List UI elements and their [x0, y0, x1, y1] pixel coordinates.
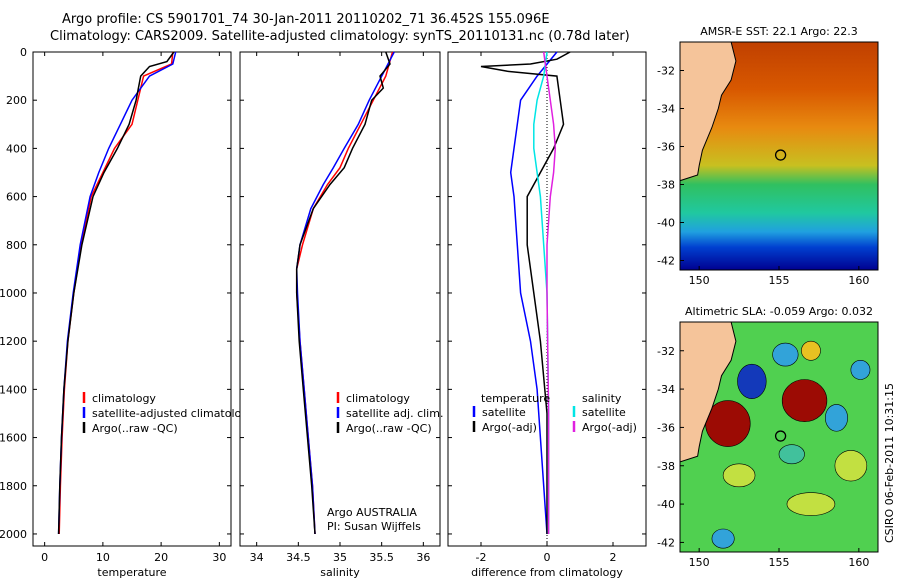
y-tick-label: -42 [657, 536, 675, 549]
y-tick-label: -36 [657, 141, 675, 154]
legend-label: Argo(..raw -QC) [92, 422, 178, 435]
y-tick-label: 600 [6, 191, 27, 204]
x-tick-label: 150 [689, 556, 710, 569]
y-tick-label: -34 [657, 103, 675, 116]
sla-anomaly-eddy [825, 404, 848, 432]
plot-frame [239, 51, 441, 547]
series-line-argo-raw-qc- [295, 51, 391, 535]
sla-anomaly-eddy [850, 360, 871, 380]
x-tick-label: 160 [848, 556, 869, 569]
sla-map-panel: 150 155 160 -32 -34 -36 -38 -40 -42 Altimetric SL… [657, 305, 879, 569]
x-axis-label: difference from climatology [471, 566, 623, 579]
legend-label: satellite [482, 406, 526, 419]
x-tick-label: 20 [154, 551, 168, 564]
legend-label: satellite [582, 406, 626, 419]
legend-label: climatology [346, 392, 410, 405]
legend-title-temperature: temperature [481, 392, 550, 405]
sla-anomaly-eddy [801, 340, 821, 361]
legend-title-salinity: salinity [582, 392, 622, 405]
y-tick-label: 1000 [0, 287, 27, 300]
sla-anomaly-eddy [772, 342, 799, 367]
plot-frame [32, 51, 232, 547]
map-title: Altimetric SLA: -0.059 Argo: 0.032 [685, 305, 873, 318]
x-tick-label: -2 [476, 551, 487, 564]
x-tick-label: 36 [416, 551, 430, 564]
sst-map-panel: 150 155 160 -32 -34 -36 -38 -40 -42 AMSR-E SST: 2… [657, 25, 879, 287]
y-tick-label: 1200 [0, 335, 27, 348]
y-tick-label: -36 [657, 421, 675, 434]
sla-anomaly-eddy [778, 444, 805, 465]
x-tick-label: 155 [769, 274, 790, 287]
x-tick-label: 30 [212, 551, 226, 564]
legend-label: Argo(-adj) [582, 421, 637, 434]
land-mass [680, 322, 737, 463]
y-tick-label: 800 [6, 239, 27, 252]
side-timestamp: CSIRO 06-Feb-2011 10:31:15 [883, 383, 896, 543]
y-tick-label: -32 [657, 345, 675, 358]
sla-anomaly-eddy [786, 492, 836, 516]
x-tick-label: 160 [848, 274, 869, 287]
legend-label: Argo(..raw -QC) [346, 422, 432, 435]
y-tick-label: -38 [657, 460, 675, 473]
legend-label: climatology [92, 392, 156, 405]
x-tick-label: 35.5 [369, 551, 394, 564]
y-tick-label: -40 [657, 498, 675, 511]
y-tick-label: -42 [657, 255, 675, 268]
argo-float-marker [774, 149, 787, 161]
series-line-salinity-argo-adj- [542, 51, 557, 534]
sla-anomaly-eddy [781, 379, 828, 422]
x-axis-label: salinity [320, 566, 360, 579]
series-line-satellite-adj-clim- [295, 51, 395, 535]
series-line-argo-raw-qc- [57, 51, 175, 535]
x-tick-label: 0 [544, 551, 551, 564]
y-tick-label: 200 [6, 94, 27, 107]
temperature-profile-panel: 0 10 20 30 0 200 400 600 800 1000 1200 1400 1600 1800… [0, 46, 255, 579]
argo-annotation: Argo AUSTRALIA [327, 506, 417, 519]
y-tick-label: 1800 [0, 480, 27, 493]
y-tick-label: -32 [657, 65, 675, 78]
legend-label: Argo(-adj) [482, 421, 537, 434]
legend-label: satellite-adjusted climatology [92, 407, 255, 420]
x-tick-label: 2 [610, 551, 617, 564]
sla-anomaly-eddy [722, 463, 756, 488]
x-tick-label: 155 [769, 556, 790, 569]
y-tick-label: 1600 [0, 432, 27, 445]
figure-title-line-1: Argo profile: CS 5901701_74 30-Jan-2011 … [62, 12, 550, 27]
y-tick-label: 1400 [0, 383, 27, 396]
y-tick-label: 2000 [0, 528, 27, 541]
map-content [680, 322, 878, 552]
argo-float-marker [774, 430, 787, 442]
x-tick-label: 34.5 [286, 551, 311, 564]
series-line-temperature-satellite [509, 51, 558, 535]
x-tick-label: 10 [96, 551, 110, 564]
map-content [680, 42, 878, 270]
x-axis-label: temperature [97, 566, 166, 579]
x-tick-label: 0 [41, 551, 48, 564]
x-tick-label: 34 [250, 551, 264, 564]
y-tick-label: -40 [657, 217, 675, 230]
sla-anomaly-eddy [737, 363, 767, 399]
legend-label: satellite adj. clim. [346, 407, 443, 420]
salinity-profile-panel: 34 34.5 35 35.5 36 salinity climatology satelli… [239, 51, 443, 579]
series-line-temperature-argo-adj- [480, 51, 571, 534]
x-tick-label: 35 [333, 551, 347, 564]
figure-title-line-2: Climatology: CARS2009. Satellite-adjuste… [50, 29, 630, 44]
difference-profile-panel: -2 0 2 difference from climatology temperatu… [447, 51, 647, 579]
y-tick-label: 400 [6, 142, 27, 155]
y-tick-label: -34 [657, 383, 675, 396]
sla-anomaly-eddy [834, 450, 868, 482]
sla-anomaly-eddy [711, 528, 735, 549]
y-tick-label: -38 [657, 179, 675, 192]
land-mass [680, 42, 737, 182]
argo-annotation: PI: Susan Wijffels [327, 520, 421, 533]
y-tick-label: 0 [20, 46, 27, 59]
x-tick-label: 150 [689, 274, 710, 287]
map-title: AMSR-E SST: 22.1 Argo: 22.3 [700, 25, 858, 38]
